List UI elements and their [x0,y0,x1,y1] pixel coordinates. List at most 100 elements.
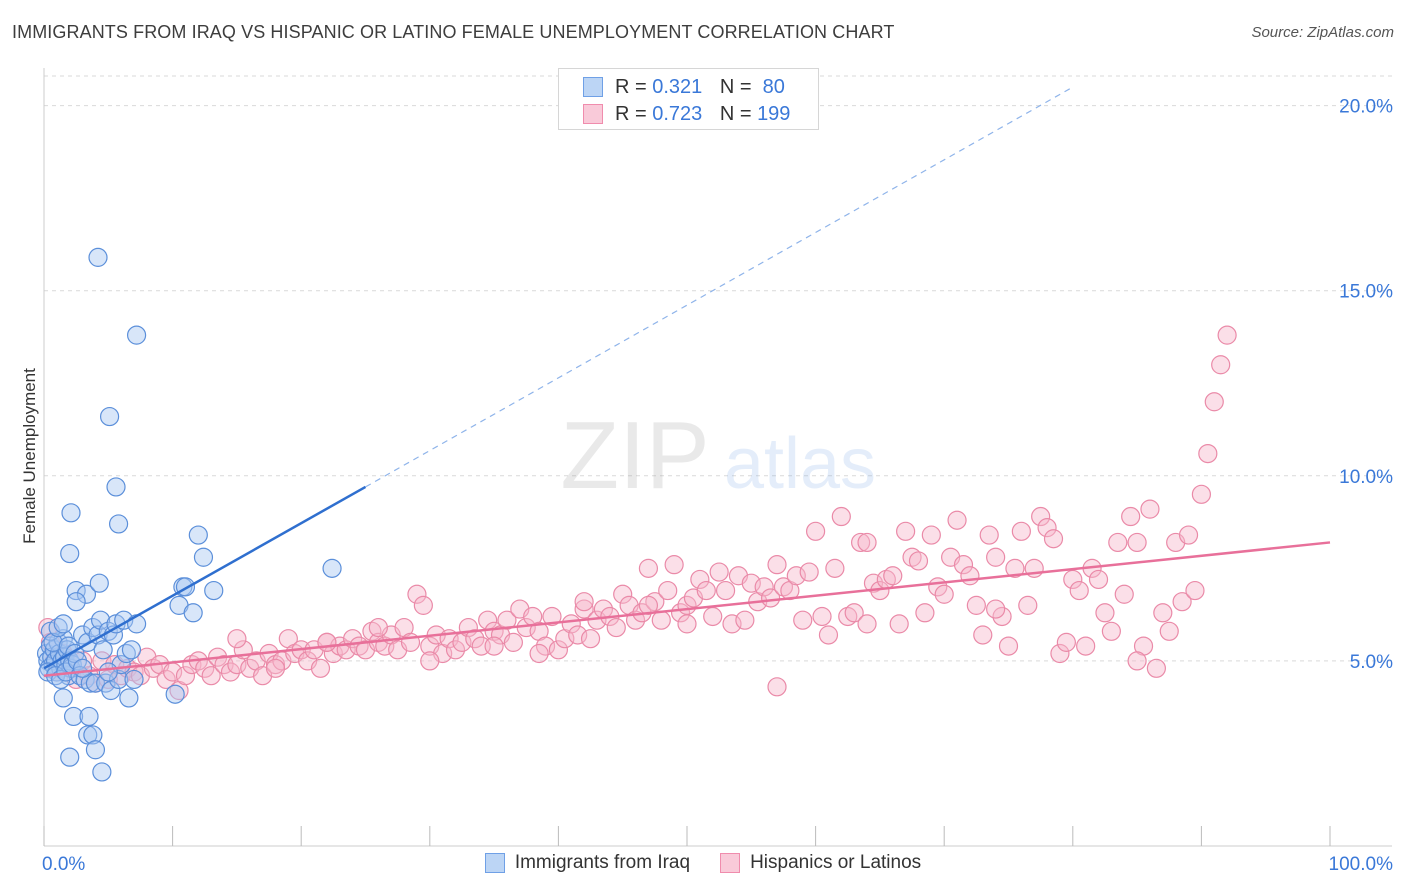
hispanics-point [529,643,549,664]
iraq-point [193,547,214,567]
iraq-point [165,684,185,704]
hispanics-point [1217,325,1237,345]
iraq-point [43,632,63,652]
hispanics-point [613,584,633,604]
legend-item-hispanics[interactable]: Hispanics or Latinos [720,852,921,874]
legend-label-iraq: Immigrants from Iraq [514,852,691,873]
hispanics-point [638,558,659,578]
hispanics-point [857,532,877,553]
hispanics-point [1011,521,1031,541]
hispanics-point [413,595,433,615]
y-tick-label: 15.0% [1339,282,1393,303]
hispanics-point [715,580,736,601]
hispanics-point [1043,529,1064,549]
hispanics-point [754,577,774,597]
iraq-point [63,706,84,727]
hispanics-point [741,573,761,593]
hispanics-point [542,606,562,627]
hispanics-point [201,666,221,686]
hispanics-point [664,555,684,575]
hispanics-point [368,617,388,638]
y-tick-label: 20.0% [1339,97,1393,118]
hispanics-point [574,592,594,612]
hispanics-point [690,569,710,590]
hispanics-point [407,584,427,604]
hispanics-point [863,573,884,593]
hispanics-point [947,510,967,530]
hispanics-point [915,603,935,623]
tick-labels: 5.0% 10.0% 15.0% 20.0% 0.0% 100.0% [42,97,1393,875]
iraq-point [322,558,342,578]
iraq-point [101,680,121,701]
hispanics-point [638,595,659,615]
legend-r-value: 0.321 [652,75,703,98]
hispanics-points [38,325,1237,701]
legend-label-hispanics: Hispanics or Latinos [750,852,922,873]
legend-n-value: 80 [762,75,785,98]
hispanics-point [831,506,851,527]
hispanics-point [497,610,517,630]
hispanics-point [1178,525,1199,545]
hispanics-point [921,525,941,545]
hispanics-point [960,566,980,586]
hispanics-point [1088,569,1109,590]
iraq-point [61,503,81,523]
iraq-points [36,247,342,782]
legend-r-value: 0.723 [652,102,703,125]
iraq-point [66,580,86,601]
legend-n-value: 199 [757,102,791,125]
hispanics-point [1198,443,1218,464]
hispanics-point [857,614,877,634]
hispanics-point [722,614,742,634]
watermark-zip: ZIP [560,402,709,509]
iraq-point [72,658,93,678]
hispanics-point [793,610,813,630]
legend-item-iraq[interactable]: Immigrants from Iraq [484,852,691,874]
hispanics-point [986,599,1006,619]
hispanics-point [1204,392,1224,412]
hispanics-point [767,555,787,575]
hispanics-point [760,588,781,608]
hispanics-point [1185,580,1205,601]
watermark-atlas: atlas [724,424,876,504]
hispanics-point [220,662,241,682]
iraq-point [53,614,73,634]
hispanics-point [227,629,247,649]
hispanics-point [568,625,588,645]
hispanics-point [992,606,1012,627]
iraq-point [126,325,147,345]
hispanics-point [317,632,337,652]
iraq-point [183,603,203,623]
iraq-point [79,706,99,727]
iraq-point [53,688,73,708]
hispanics-point [445,640,466,660]
hispanics-point [420,651,440,671]
hispanics-point [934,584,954,604]
y-tick-label: 5.0% [1350,652,1393,673]
hispanics-point [1101,621,1121,641]
iraq-point [121,640,142,660]
watermark: ZIP atlas [560,402,876,509]
hispanics-point [484,636,504,656]
hispanics-point [1140,499,1160,519]
x-tick-label: 100.0% [1329,854,1394,875]
hispanics-point [465,629,485,649]
legend-swatch-iraq [583,77,603,97]
legend-row-hispanics: R = 0.723 N = 199 [583,102,790,126]
iraq-point [89,573,109,593]
legend-swatch-hispanics [720,853,741,873]
iraq-point [108,514,129,534]
iraq-point [88,247,108,267]
hispanics-point [1108,532,1128,553]
hispanics-point [175,666,196,686]
hispanics-point [998,636,1019,656]
hispanics-point [574,599,594,619]
hispanics-point [658,580,678,601]
hispanics-point [986,547,1006,567]
hispanics-point [1159,621,1179,641]
hispanics-point [767,677,787,697]
hispanics-point [1146,658,1166,678]
iraq-point [90,610,111,630]
axes [43,68,1392,847]
iraq-point [188,525,208,545]
